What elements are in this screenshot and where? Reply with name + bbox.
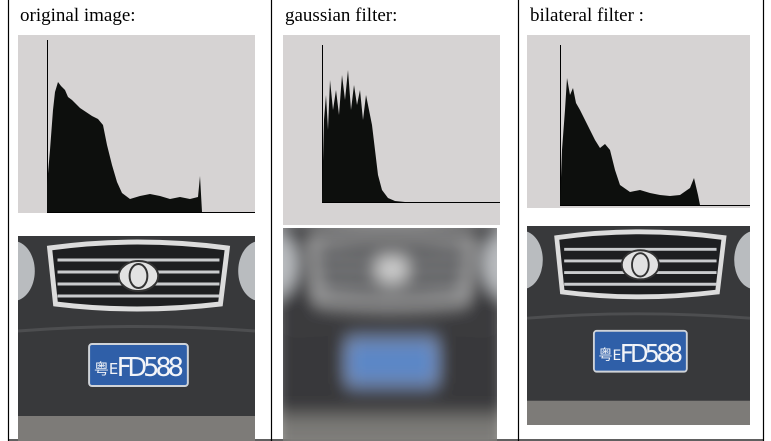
plate-region: 粤E	[599, 347, 622, 364]
plate-region: 粤E	[94, 360, 118, 378]
emblem	[374, 254, 410, 285]
headlight	[482, 233, 521, 295]
plate-number: FD588	[117, 353, 184, 383]
ground	[518, 401, 760, 440]
ground	[274, 415, 506, 441]
figure: original image: gaussian filter: bilater…	[0, 0, 771, 441]
caption: gaussian filter:	[285, 5, 397, 26]
headlight	[238, 241, 281, 301]
headlight	[259, 233, 298, 295]
headlight	[502, 231, 543, 289]
caption: bilateral filter :	[530, 5, 644, 26]
ground	[8, 416, 265, 441]
emblem	[622, 250, 659, 279]
plate-number: FD588	[620, 338, 683, 368]
car-front	[259, 218, 521, 441]
photo	[259, 218, 521, 441]
histograms	[18, 35, 750, 225]
emblem	[119, 261, 159, 291]
plate	[347, 340, 436, 384]
caption: original image:	[20, 5, 136, 26]
